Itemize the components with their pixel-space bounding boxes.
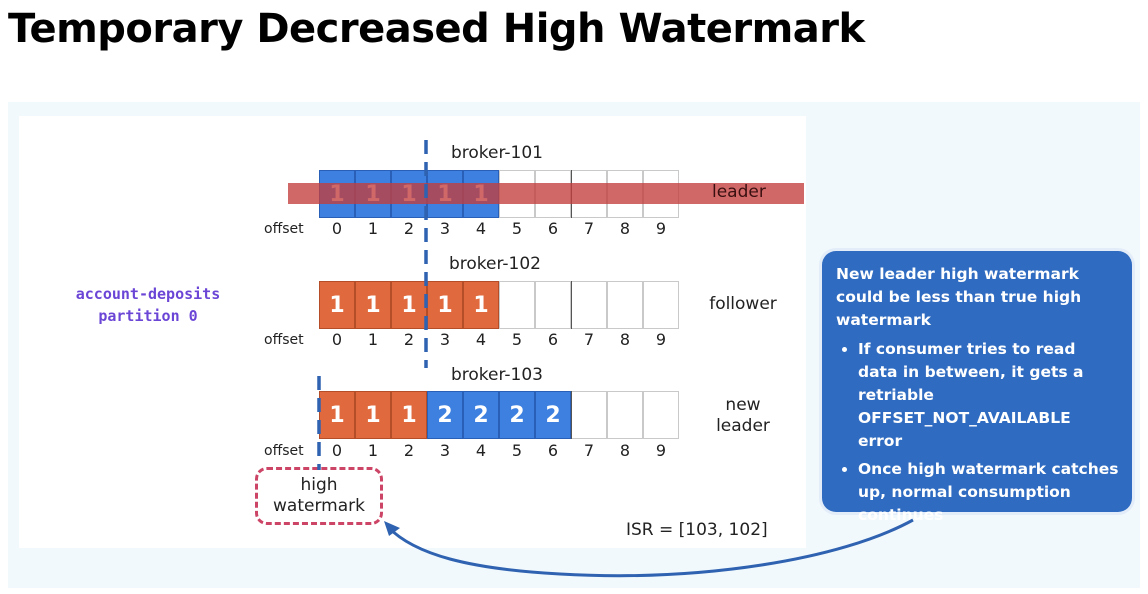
broker-102-role-text: follower — [709, 294, 777, 314]
partition-name: partition 0 — [98, 307, 198, 325]
log-cell: 2 — [535, 391, 571, 439]
log-cell: 1 — [355, 281, 391, 329]
offset-number: 5 — [511, 330, 523, 349]
offset-number: 7 — [583, 441, 595, 460]
log-cell: 1 — [391, 281, 427, 329]
log-cell: 1 — [355, 391, 391, 439]
log-cell — [499, 281, 535, 329]
callout-heading: New leader high watermark could be less … — [836, 265, 1082, 329]
offset-number: 1 — [367, 441, 379, 460]
offset-number: 4 — [475, 219, 487, 238]
broker-103-label: broker-103 — [451, 365, 543, 385]
offset-number: 6 — [547, 441, 559, 460]
topic-partition-label: account-deposits partition 0 — [30, 283, 266, 327]
callout-bullet: If consumer tries to read data in betwee… — [858, 338, 1120, 453]
broker-102-label: broker-102 — [449, 254, 541, 274]
explanation-callout: New leader high watermark could be less … — [822, 251, 1132, 524]
offset-number: 0 — [331, 219, 343, 238]
offset-number: 0 — [331, 330, 343, 349]
offset-label: offset — [264, 332, 304, 348]
offset-number: 9 — [655, 219, 667, 238]
log-cell: 2 — [463, 391, 499, 439]
broker-101-label: broker-101 — [451, 143, 543, 163]
offset-number: 3 — [439, 330, 451, 349]
callout-bullet: Once high watermark catches up, normal c… — [858, 458, 1120, 527]
isr-label: ISR = [103, 102] — [626, 520, 768, 540]
high-watermark-box: high watermark — [255, 467, 383, 525]
offset-number: 7 — [583, 330, 595, 349]
segment-divider — [571, 391, 572, 439]
broker-101-offsets: 0 1 2 3 4 5 6 7 8 9 — [319, 219, 679, 239]
log-cell: 1 — [391, 391, 427, 439]
offset-number: 2 — [403, 441, 415, 460]
log-cell — [571, 391, 607, 439]
offset-number: 6 — [547, 330, 559, 349]
offset-number: 4 — [475, 330, 487, 349]
callout-arrow — [386, 518, 914, 578]
broker-101-role: leader — [712, 182, 766, 202]
broker-103-role: new leader — [698, 395, 788, 437]
log-cell: 1 — [463, 281, 499, 329]
log-cell — [571, 281, 607, 329]
offset-number: 4 — [475, 441, 487, 460]
log-cell: 1 — [319, 281, 355, 329]
log-cell — [607, 281, 643, 329]
leader-band — [288, 183, 804, 204]
offset-label: offset — [264, 221, 304, 237]
offset-number: 7 — [583, 219, 595, 238]
offset-number: 8 — [619, 441, 631, 460]
offset-number: 1 — [367, 219, 379, 238]
broker-102-role: follower — [698, 294, 788, 315]
high-watermark-line1: high — [300, 475, 338, 495]
segment-divider — [571, 281, 572, 329]
log-cell: 2 — [427, 391, 463, 439]
offset-number: 9 — [655, 330, 667, 349]
offset-number: 5 — [511, 219, 523, 238]
arrow-head-icon — [384, 521, 400, 536]
log-cell — [643, 391, 679, 439]
log-cell — [607, 391, 643, 439]
broker-102-offsets: 0 1 2 3 4 5 6 7 8 9 — [319, 330, 679, 350]
high-watermark-line2: watermark — [273, 496, 365, 516]
offset-number: 2 — [403, 219, 415, 238]
callout-bullet-list: If consumer tries to read data in betwee… — [836, 338, 1120, 527]
offset-label: offset — [264, 443, 304, 459]
offset-number: 2 — [403, 330, 415, 349]
log-cell — [643, 281, 679, 329]
offset-number: 9 — [655, 441, 667, 460]
log-cell — [535, 281, 571, 329]
broker-103-role-line2: leader — [716, 416, 770, 436]
offset-number: 5 — [511, 441, 523, 460]
broker-103-offsets: 0 1 2 3 4 5 6 7 8 9 — [319, 441, 679, 461]
offset-number: 8 — [619, 330, 631, 349]
offset-number: 3 — [439, 441, 451, 460]
offset-number: 6 — [547, 219, 559, 238]
offset-number: 3 — [439, 219, 451, 238]
topic-name: account-deposits — [75, 285, 221, 303]
log-cell: 1 — [319, 391, 355, 439]
offset-number: 8 — [619, 219, 631, 238]
offset-number: 1 — [367, 330, 379, 349]
offset-number: 0 — [331, 441, 343, 460]
log-cell: 2 — [499, 391, 535, 439]
page-title: Temporary Decreased High Watermark — [8, 6, 865, 52]
broker-103-role-line1: new — [725, 395, 761, 415]
